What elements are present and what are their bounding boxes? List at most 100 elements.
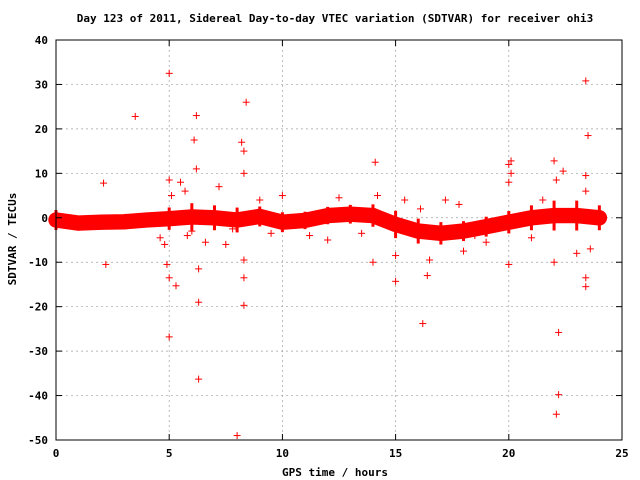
data-point-43 xyxy=(426,256,434,264)
data-point-28 xyxy=(240,274,248,282)
data-point-48 xyxy=(507,157,515,165)
y-tick-label-7: 20 xyxy=(35,123,48,136)
data-point-77 xyxy=(183,232,191,240)
data-point-67 xyxy=(586,245,594,253)
x-tick-label-3: 15 xyxy=(389,447,402,460)
data-point-71 xyxy=(471,232,479,240)
data-point-33 xyxy=(306,232,314,240)
data-point-44 xyxy=(441,196,449,204)
data-point-36 xyxy=(373,192,381,200)
y-tick-label-2: -30 xyxy=(28,345,48,358)
data-point-75 xyxy=(229,225,237,233)
data-point-76 xyxy=(201,238,209,246)
data-point-51 xyxy=(505,260,513,268)
data-point-52 xyxy=(539,196,547,204)
data-point-20 xyxy=(195,375,203,383)
data-point-72 xyxy=(482,238,490,246)
data-point-9 xyxy=(165,176,173,184)
data-point-74 xyxy=(267,229,275,237)
data-point-31 xyxy=(256,196,264,204)
data-point-12 xyxy=(177,178,185,186)
data-point-25 xyxy=(240,147,248,155)
x-tick-label-5: 25 xyxy=(615,447,628,460)
data-point-23 xyxy=(233,432,241,440)
x-tick-label-1: 5 xyxy=(166,447,173,460)
data-point-59 xyxy=(559,167,567,175)
data-point-15 xyxy=(190,136,198,144)
data-point-37 xyxy=(369,258,377,266)
data-point-4 xyxy=(161,240,169,248)
axis-ticks: 0 5 10 15 20 25 -50 -40 -30 -20 -10 0 10 20 30 40 xyxy=(28,34,629,460)
data-point-63 xyxy=(582,187,590,195)
data-point-50 xyxy=(505,178,513,186)
data-point-39 xyxy=(392,277,400,285)
data-point-1 xyxy=(102,260,110,268)
data-point-11 xyxy=(172,282,180,290)
data-point-19 xyxy=(195,298,203,306)
data-point-65 xyxy=(582,283,590,291)
data-point-45 xyxy=(455,200,463,208)
data-point-13 xyxy=(181,187,189,195)
x-tick-label-4: 20 xyxy=(502,447,515,460)
data-point-29 xyxy=(240,301,248,309)
data-point-53 xyxy=(550,157,558,165)
data-point-57 xyxy=(555,391,563,399)
data-point-42 xyxy=(423,272,431,280)
data-point-55 xyxy=(550,258,558,266)
y-tick-label-8: 30 xyxy=(35,78,48,91)
y-tick-label-0: -50 xyxy=(28,434,48,447)
data-point-22 xyxy=(222,240,230,248)
data-points xyxy=(100,69,594,440)
y-tick-label-3: -20 xyxy=(28,301,48,314)
data-point-2 xyxy=(131,112,139,120)
data-point-30 xyxy=(242,98,250,106)
data-point-62 xyxy=(582,172,590,180)
y-tick-label-5: 0 xyxy=(41,212,48,225)
data-point-41 xyxy=(419,320,427,328)
chart-title: Day 123 of 2011, Sidereal Day-to-day VTE… xyxy=(77,12,594,25)
data-point-7 xyxy=(165,333,173,341)
data-point-32 xyxy=(278,192,286,200)
data-point-35 xyxy=(371,158,379,166)
data-point-61 xyxy=(584,132,592,140)
data-point-21 xyxy=(215,183,223,191)
data-point-0 xyxy=(100,179,108,187)
y-tick-label-9: 40 xyxy=(35,34,48,47)
data-point-60 xyxy=(582,77,590,85)
data-point-40 xyxy=(417,205,425,213)
data-point-3 xyxy=(156,234,164,242)
data-point-58 xyxy=(552,410,560,418)
data-point-10 xyxy=(167,192,175,200)
data-point-6 xyxy=(165,274,173,282)
data-point-18 xyxy=(195,265,203,273)
data-point-17 xyxy=(192,112,200,120)
y-tick-label-6: 10 xyxy=(35,167,48,180)
data-point-27 xyxy=(240,256,248,264)
data-point-38 xyxy=(392,252,400,260)
data-point-70 xyxy=(401,196,409,204)
data-point-68 xyxy=(324,236,332,244)
data-point-69 xyxy=(358,229,366,237)
data-point-66 xyxy=(573,249,581,257)
data-point-47 xyxy=(505,160,513,168)
data-point-26 xyxy=(240,169,248,177)
data-point-64 xyxy=(582,274,590,282)
grid-lines xyxy=(56,40,622,440)
x-tick-label-2: 10 xyxy=(276,447,289,460)
dense-data-band xyxy=(48,200,608,245)
plot-frame xyxy=(55,39,623,441)
data-point-56 xyxy=(555,328,563,336)
data-point-14 xyxy=(188,227,196,235)
data-point-54 xyxy=(552,176,560,184)
x-tick-label-0: 0 xyxy=(53,447,60,460)
y-axis-label: SDTVAR / TECUs xyxy=(6,193,19,286)
data-point-24 xyxy=(238,138,246,146)
data-point-8 xyxy=(165,69,173,77)
data-point-5 xyxy=(163,260,171,268)
data-point-34 xyxy=(335,194,343,202)
data-point-49 xyxy=(507,169,515,177)
data-point-73 xyxy=(527,234,535,242)
y-tick-label-4: -10 xyxy=(28,256,48,269)
data-point-16 xyxy=(192,165,200,173)
